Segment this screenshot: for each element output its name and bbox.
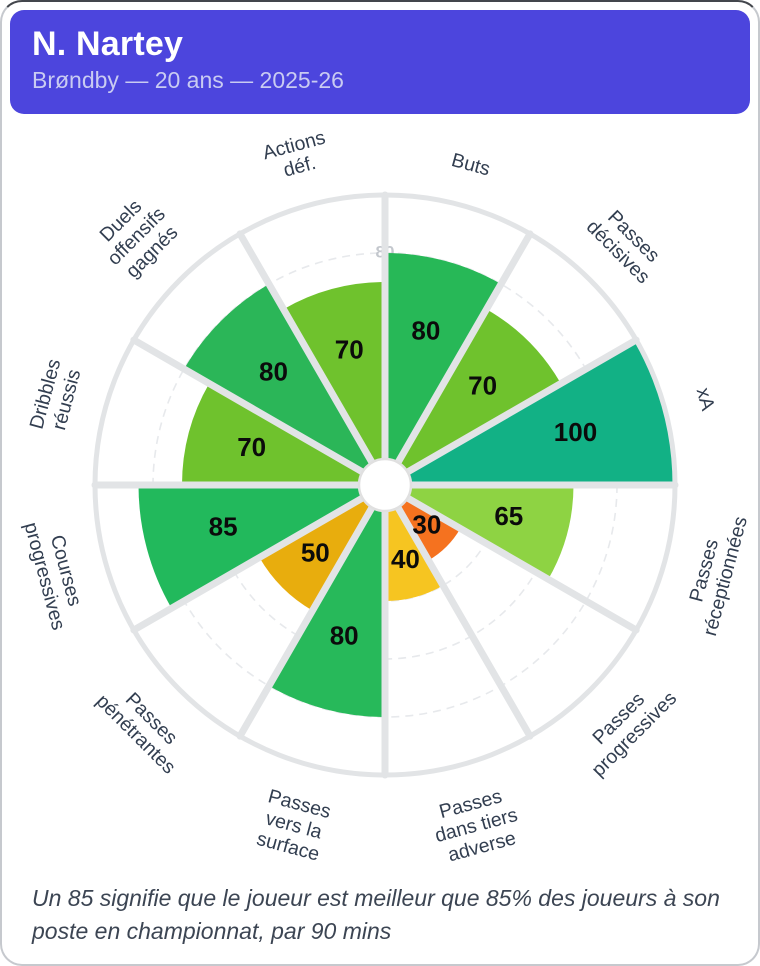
outer-ring: [92, 192, 678, 778]
category-label-text: Coursesprogressives: [20, 514, 91, 632]
chart-footnote: Un 85 signifie que le joueur est meilleu…: [2, 870, 758, 949]
value-label-0: 80: [411, 315, 440, 345]
category-label-text: Passesprogressives: [572, 672, 681, 781]
spoke-line: [130, 336, 389, 489]
spoke-line: [381, 481, 534, 740]
player-name-title: N. Nartey: [32, 25, 184, 63]
sector-0: [385, 253, 501, 485]
sector-2: [385, 340, 675, 485]
value-label-9: 70: [237, 432, 266, 462]
category-label-text: Passesvers lasurface: [254, 785, 333, 865]
value-label-1: 70: [468, 370, 497, 400]
category-label-text: Passesréceptionnées: [678, 508, 752, 638]
category-label-2: xA: [692, 385, 719, 413]
sector-10: [184, 284, 385, 485]
spoke-line: [130, 481, 389, 634]
pizza-chart: 808070100653040805085708070ButsPassesdéc…: [20, 127, 752, 869]
category-label-text: xA: [692, 385, 719, 413]
category-label-5: Passesdans tiersadverse: [427, 783, 526, 869]
value-label-8: 85: [209, 511, 238, 541]
value-label-6: 80: [330, 620, 359, 650]
category-label-1: Passesdécisives: [582, 200, 670, 288]
category-label-text: Buts: [449, 149, 493, 180]
value-label-4: 30: [412, 510, 441, 540]
category-label-text: Duelsoffensifsgagnés: [88, 187, 186, 285]
category-label-text: Dribblesréussis: [26, 356, 87, 437]
chart-area: 808070100653040805085708070ButsPassesdéc…: [2, 122, 758, 870]
category-label-9: Dribblesréussis: [26, 356, 87, 437]
category-label-10: Duelsoffensifsgagnés: [88, 187, 186, 285]
category-label-text: Passesdans tiersadverse: [427, 783, 526, 869]
spoke-line: [381, 230, 534, 489]
category-label-11: Actionsdéf.: [260, 127, 333, 186]
spoke-line: [236, 481, 389, 740]
sector-8: [138, 485, 385, 609]
value-label-2: 100: [554, 417, 597, 447]
footnote-text: Un 85 signifie que le joueur est meilleu…: [32, 885, 720, 945]
category-label-text: Actionsdéf.: [260, 127, 333, 186]
category-label-8: Coursesprogressives: [20, 514, 91, 633]
player-header: N. Nartey Brøndby — 20 ans — 2025-26: [10, 10, 750, 114]
value-label-5: 40: [391, 544, 420, 574]
center-hole: [357, 457, 413, 513]
sector-7: [259, 485, 385, 611]
sector-6: [269, 485, 385, 717]
category-label-4: Passesprogressives: [572, 672, 681, 781]
category-label-text: Passesdécisives: [582, 200, 670, 288]
sector-1: [385, 309, 561, 485]
value-label-3: 65: [494, 501, 523, 531]
category-label-3: Passesréceptionnées: [678, 508, 752, 638]
player-subtitle: Brøndby — 20 ans — 2025-26: [32, 67, 344, 94]
value-label-11: 70: [335, 335, 364, 365]
spoke-line: [381, 481, 640, 634]
category-label-6: Passesvers lasurface: [254, 785, 333, 865]
spoke-line: [236, 230, 389, 489]
spoke-line: [381, 336, 640, 489]
category-label-0: Buts: [449, 149, 493, 180]
value-label-10: 80: [259, 356, 288, 386]
value-label-7: 50: [301, 538, 330, 568]
